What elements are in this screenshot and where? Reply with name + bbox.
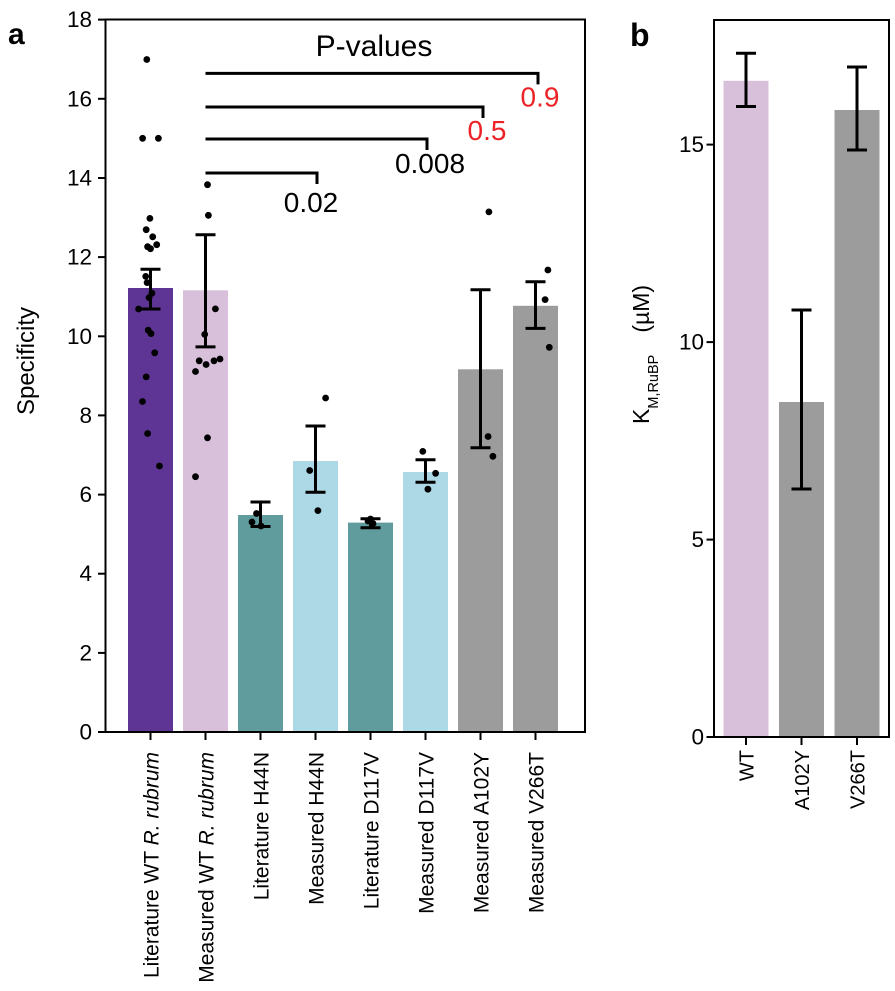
svg-text:16: 16 [67,86,92,111]
svg-text:10: 10 [67,324,92,349]
svg-text:14: 14 [67,166,92,191]
svg-text:18: 18 [67,7,92,32]
svg-text:Measured WT R. rubrum: Measured WT R. rubrum [196,752,219,983]
svg-text:6: 6 [79,482,92,507]
svg-text:0.9: 0.9 [521,82,560,113]
svg-text:Measured D117V: Measured D117V [416,752,439,914]
svg-text:15: 15 [679,132,704,157]
svg-text:a: a [8,18,25,51]
svg-text:0.02: 0.02 [284,187,339,218]
svg-text:5: 5 [691,527,704,552]
svg-text:4: 4 [79,561,92,586]
svg-text:Literature WT R. rubrum: Literature WT R. rubrum [141,752,164,978]
svg-text:0.5: 0.5 [468,115,507,146]
svg-text:8: 8 [79,403,92,428]
svg-text:12: 12 [67,245,92,270]
svg-text:V266T: V266T [848,750,870,809]
svg-text:Literature H44N: Literature H44N [251,752,274,900]
svg-text:Specificity: Specificity [13,307,40,415]
svg-text:P-values: P-values [316,30,433,63]
svg-text:0: 0 [691,725,704,750]
svg-text:Literature D117V: Literature D117V [361,752,384,909]
svg-text:2: 2 [79,640,92,665]
svg-text:Measured V266T: Measured V266T [526,752,549,913]
svg-text:A102Y: A102Y [792,750,814,810]
svg-text:0.008: 0.008 [395,148,465,179]
svg-text:b: b [630,17,650,53]
svg-text:Measured A102Y: Measured A102Y [471,752,494,913]
svg-text:10: 10 [679,330,704,355]
svg-text:Measured H44N: Measured H44N [306,752,329,905]
svg-text:WT: WT [737,750,759,781]
svg-text:0: 0 [79,720,92,745]
